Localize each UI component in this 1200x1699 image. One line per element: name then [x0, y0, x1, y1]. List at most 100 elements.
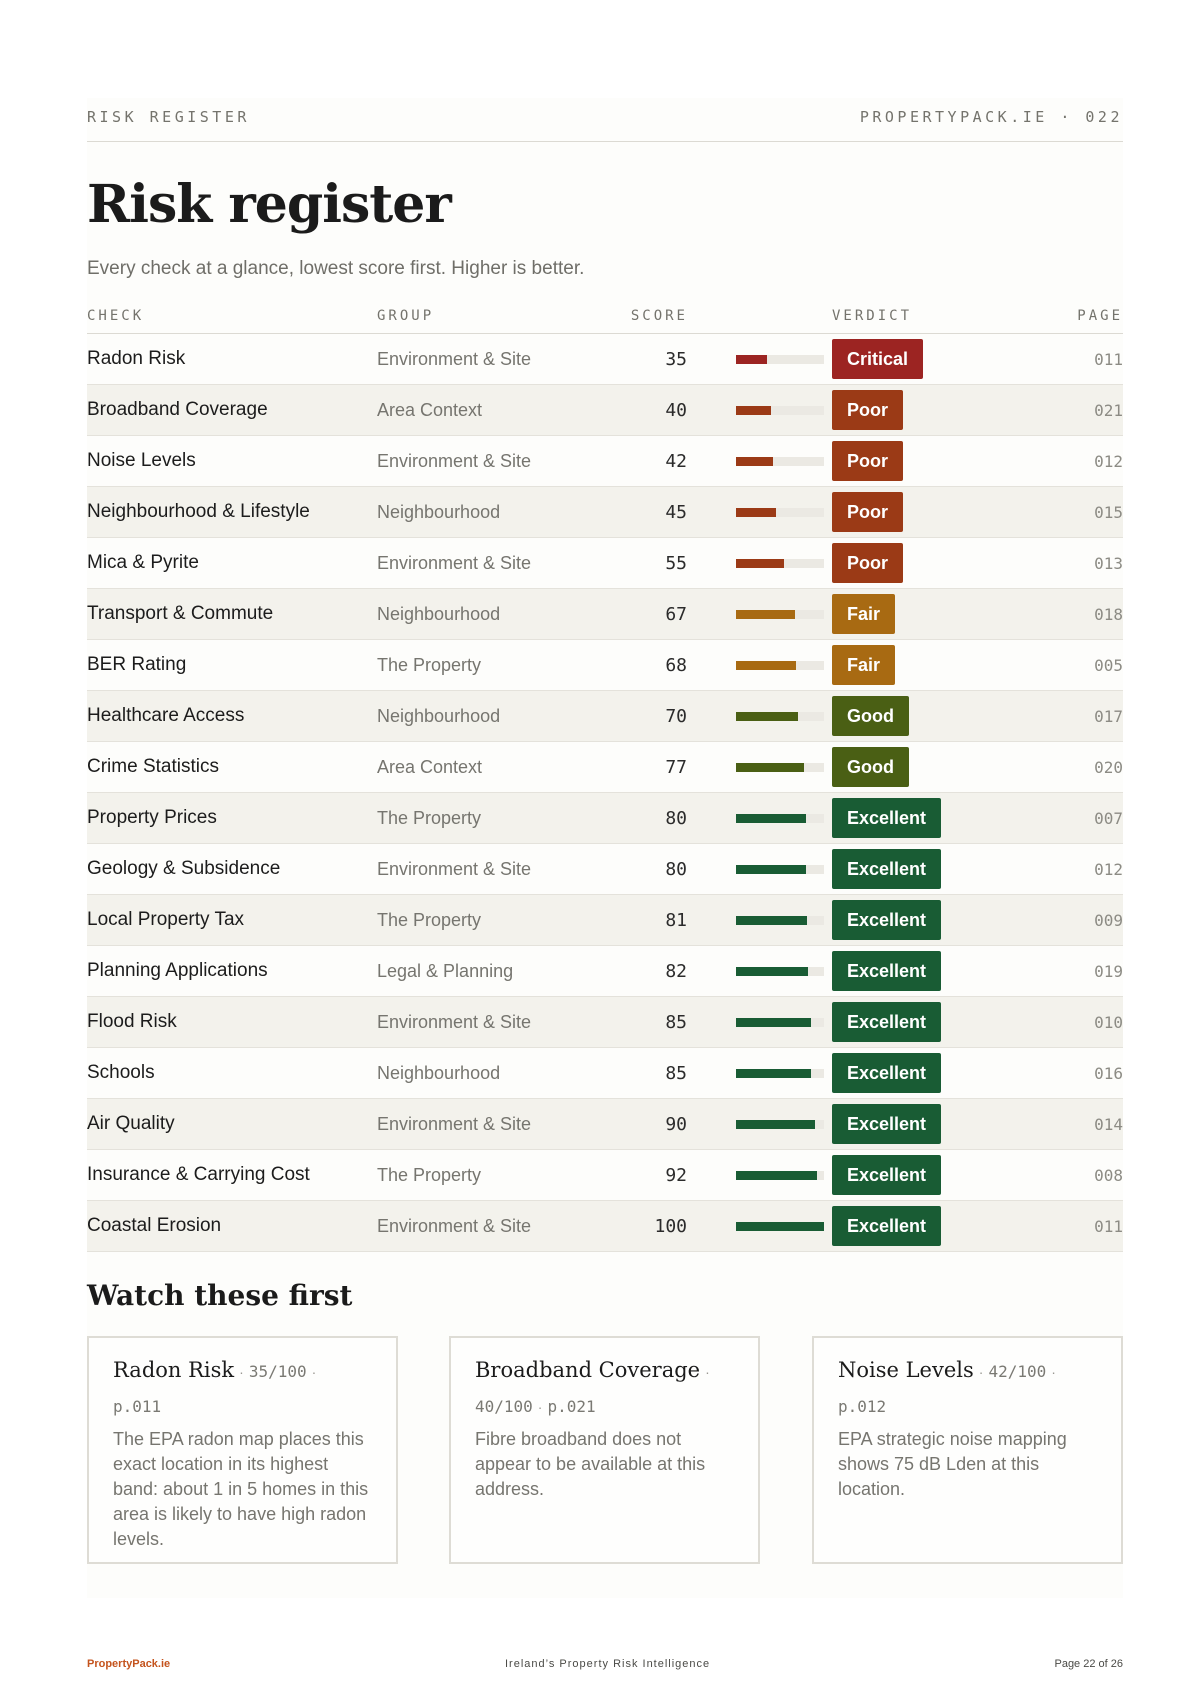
- page-footer: PropertyPack.ie Ireland’s Property Risk …: [87, 1658, 1123, 1674]
- page-ref: 011: [1017, 333, 1123, 385]
- score-bar-cell: [688, 435, 832, 487]
- separator-dot: ·: [537, 1399, 543, 1415]
- table-row: Air Quality Environment & Site 90 Excellent…: [87, 1098, 1123, 1150]
- score-bar-fill: [736, 558, 785, 568]
- verdict-cell: Good: [832, 741, 1017, 793]
- score-bar-track: [736, 558, 824, 568]
- check-score: 70: [597, 690, 688, 742]
- check-group: The Property: [377, 1149, 597, 1201]
- card-header: Broadband Coverage · 40/100 · p.021: [475, 1353, 736, 1425]
- score-bar-fill: [736, 1119, 816, 1129]
- card-score: 35/100: [248, 1362, 307, 1381]
- score-bar-cell: [688, 690, 832, 742]
- card-score: 42/100: [988, 1362, 1047, 1381]
- check-name: Radon Risk: [87, 333, 377, 385]
- score-bar-fill: [736, 354, 767, 364]
- page-ref: 008: [1017, 1149, 1123, 1201]
- site-page-label: PROPERTYPACK.IE · 022: [860, 108, 1123, 126]
- card-title: Radon Risk: [113, 1358, 235, 1382]
- check-score: 81: [597, 894, 688, 946]
- card-body: EPA strategic noise mapping shows 75 dB …: [838, 1429, 1067, 1499]
- score-bar-track: [736, 966, 824, 976]
- verdict-badge: Fair: [832, 645, 896, 685]
- page-ref: 015: [1017, 486, 1123, 538]
- score-bar-cell: [688, 894, 832, 946]
- verdict-cell: Excellent: [832, 843, 1017, 895]
- score-bar-track: [736, 915, 824, 925]
- verdict-cell: Poor: [832, 435, 1017, 487]
- score-bar-fill: [736, 456, 773, 466]
- column-header-page: PAGE: [1017, 299, 1123, 334]
- check-score: 45: [597, 486, 688, 538]
- verdict-cell: Critical: [832, 333, 1017, 385]
- verdict-badge: Excellent: [832, 849, 942, 889]
- table-row: Property Prices The Property 80 Excellent 00…: [87, 792, 1123, 844]
- score-bar-track: [736, 405, 824, 415]
- score-bar-track: [736, 1221, 824, 1231]
- page-ref: 020: [1017, 741, 1123, 793]
- check-score: 77: [597, 741, 688, 793]
- score-bar-track: [736, 1017, 824, 1027]
- check-name: Insurance & Carrying Cost: [87, 1149, 377, 1201]
- card-body: Fibre broadband does not appear to be av…: [475, 1429, 706, 1499]
- check-score: 80: [597, 843, 688, 895]
- score-bar-cell: [688, 1098, 832, 1150]
- score-bar-fill: [736, 405, 772, 415]
- score-bar-fill: [736, 1221, 824, 1231]
- verdict-cell: Poor: [832, 486, 1017, 538]
- card-title: Broadband Coverage: [475, 1358, 701, 1382]
- score-bar-track: [736, 1170, 824, 1180]
- table-header-row: CHECK GROUP SCORE VERDICT PAGE: [87, 299, 1123, 334]
- column-header-score: SCORE: [597, 299, 688, 334]
- table-row: Flood Risk Environment & Site 85 Excellent 0…: [87, 996, 1123, 1048]
- header-separator: ·: [1060, 108, 1073, 126]
- check-group: Environment & Site: [377, 1200, 597, 1252]
- table-row: Planning Applications Legal & Planning 82 E…: [87, 945, 1123, 997]
- verdict-cell: Excellent: [832, 1149, 1017, 1201]
- verdict-badge: Excellent: [832, 1206, 942, 1246]
- card-score: 40/100: [475, 1397, 533, 1416]
- watch-card: Broadband Coverage · 40/100 · p.021 Fibre br…: [449, 1336, 760, 1564]
- watch-section-title: Watch these first: [87, 1279, 353, 1312]
- check-group: Area Context: [377, 384, 597, 436]
- check-group: The Property: [377, 792, 597, 844]
- page-ref: 012: [1017, 435, 1123, 487]
- page-ref: 009: [1017, 894, 1123, 946]
- check-group: Legal & Planning: [377, 945, 597, 997]
- check-name: Coastal Erosion: [87, 1200, 377, 1252]
- table-row: Radon Risk Environment & Site 35 Critical 01…: [87, 333, 1123, 385]
- score-bar-track: [736, 762, 824, 772]
- verdict-cell: Excellent: [832, 945, 1017, 997]
- score-bar-track: [736, 711, 824, 721]
- page-ref: 017: [1017, 690, 1123, 742]
- page-subtitle: Every check at a glance, lowest score fi…: [87, 258, 585, 279]
- score-bar-fill: [736, 813, 807, 823]
- check-group: Neighbourhood: [377, 1047, 597, 1099]
- verdict-badge: Good: [832, 696, 909, 736]
- verdict-badge: Poor: [832, 543, 904, 583]
- verdict-cell: Excellent: [832, 792, 1017, 844]
- page-ref: 010: [1017, 996, 1123, 1048]
- verdict-cell: Excellent: [832, 894, 1017, 946]
- verdict-cell: Fair: [832, 639, 1017, 691]
- page-ref: 013: [1017, 537, 1123, 589]
- watch-card: Radon Risk · 35/100 · p.011 The EPA radon ma…: [87, 1336, 398, 1564]
- score-bar-fill: [736, 966, 809, 976]
- check-group: The Property: [377, 894, 597, 946]
- score-bar-track: [736, 456, 824, 466]
- check-group: The Property: [377, 639, 597, 691]
- score-bar-fill: [736, 864, 807, 874]
- card-body: The EPA radon map places this exact loca…: [113, 1429, 369, 1549]
- score-bar-cell: [688, 1149, 832, 1201]
- check-score: 68: [597, 639, 688, 691]
- score-bar-cell: [688, 384, 832, 436]
- card-page-ref: p.012: [838, 1397, 887, 1416]
- score-bar-track: [736, 864, 824, 874]
- check-name: Healthcare Access: [87, 690, 377, 742]
- verdict-cell: Excellent: [832, 1200, 1017, 1252]
- verdict-cell: Excellent: [832, 1047, 1017, 1099]
- verdict-cell: Poor: [832, 537, 1017, 589]
- check-name: Property Prices: [87, 792, 377, 844]
- check-group: Neighbourhood: [377, 486, 597, 538]
- score-bar-cell: [688, 639, 832, 691]
